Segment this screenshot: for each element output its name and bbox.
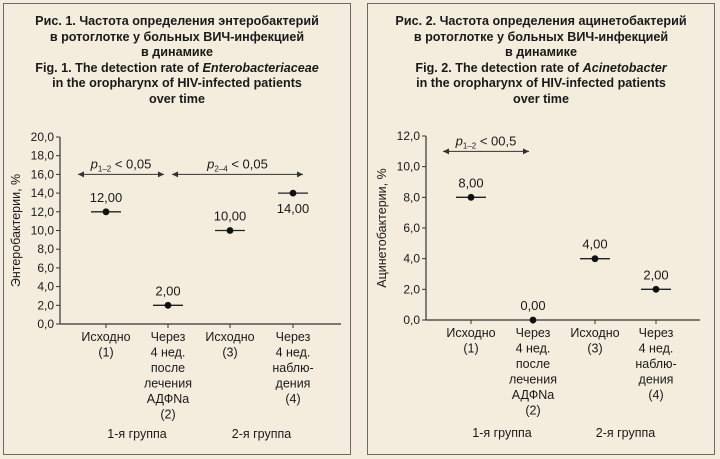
title-en-line: in the oropharynx of HIV-infected patien…	[52, 76, 302, 90]
title-en-italic: Acinetobacter	[582, 60, 667, 75]
category-label: Исходно	[81, 330, 130, 344]
group-label: 2-я группа	[232, 427, 292, 441]
y-tick-label: 16,0	[31, 167, 55, 181]
group-label: 2-я группа	[596, 426, 656, 440]
title-en-line: over time	[149, 91, 205, 106]
category-label: (1)	[463, 342, 478, 356]
y-tick-label: 10,0	[397, 160, 421, 174]
data-label: 12,00	[90, 190, 123, 205]
category-label: дения	[276, 377, 311, 391]
category-label: Через	[276, 330, 311, 344]
title-en-line: in the oropharynx of HIV-infected patien…	[416, 76, 666, 90]
category-label: (2)	[525, 404, 540, 418]
y-axis-label: Энтеробактерии, %	[9, 174, 23, 287]
figure-2-title: Рис. 2. Частота определения ацинетобакте…	[368, 14, 714, 107]
category-label: АДФNa	[512, 388, 554, 402]
category-label: Исходно	[446, 326, 495, 340]
y-tick-label: 0,0	[403, 313, 420, 327]
category-label: 4 нед.	[516, 342, 551, 356]
category-label: Исходно	[205, 330, 254, 344]
group-label: 1-я группа	[472, 426, 532, 440]
category-label: (4)	[285, 392, 300, 406]
category-label: (1)	[98, 346, 113, 360]
data-point	[289, 189, 297, 197]
y-tick-label: 4,0	[403, 252, 420, 266]
title-ru-line: Рис. 1. Частота определения энтеробактер…	[35, 14, 319, 28]
y-tick-label: 8,0	[403, 190, 420, 204]
category-label: (4)	[648, 388, 663, 402]
y-tick-label: 2,0	[403, 282, 420, 296]
category-label: 4 нед.	[151, 346, 186, 360]
category-label: наблю-	[635, 357, 676, 371]
category-label: (3)	[587, 342, 602, 356]
y-tick-label: 4,0	[37, 280, 54, 294]
y-tick-label: 2,0	[37, 298, 54, 312]
chart-1-plot: 0,0 2,0 4,0 6,0 8,0 10,0 12,0 14,0 16,0 18,0 20,0 Э…	[9, 130, 341, 441]
data-label: 14,00	[277, 201, 310, 216]
data-label: 0,00	[520, 298, 545, 313]
y-tick-label: 20,0	[31, 130, 55, 144]
category-label: Исходно	[570, 326, 619, 340]
y-tick-label: 6,0	[403, 221, 420, 235]
title-en-italic: Enterobacteriaceae	[202, 60, 319, 75]
figure-2-panel: Рис. 2. Частота определения ацинетобакте…	[367, 3, 715, 455]
y-tick-label: 18,0	[31, 149, 55, 163]
p-value-annotation: p1–2 < 0,05	[90, 156, 152, 173]
data-point	[226, 227, 234, 234]
figure-1-panel: Рис. 1. Частота определения энтеробактер…	[3, 3, 351, 455]
category-label: лечения	[509, 373, 557, 387]
data-point	[591, 255, 599, 263]
category-label: (2)	[160, 408, 175, 422]
title-en-line: Fig. 2. The detection rate of Acinetobac…	[368, 61, 714, 77]
data-point	[652, 285, 660, 293]
y-axis-label: Ацинетобактерии, %	[375, 168, 389, 287]
category-label: Через	[151, 330, 186, 344]
data-point	[102, 208, 110, 216]
category-label: АДФNa	[147, 392, 189, 406]
category-label: 4 нед.	[276, 346, 311, 360]
title-en-line: Fig. 1. The detection rate of Enterobact…	[4, 61, 350, 77]
figure-1-title: Рис. 1. Частота определения энтеробактер…	[4, 14, 350, 107]
category-label: после	[151, 361, 185, 375]
chart-2-plot: 0,0 2,0 4,0 6,0 8,0 10,0 12,0 Ацинетобактерии, …	[375, 129, 700, 440]
category-label: дения	[639, 373, 674, 387]
p-value-annotation: p2–4 < 0,05	[206, 156, 268, 173]
data-label: 2,00	[155, 283, 180, 298]
category-label: наблю-	[272, 361, 313, 375]
data-point	[529, 316, 537, 324]
data-point	[164, 301, 172, 309]
p-value-annotation: p1–2 < 00,5	[455, 133, 517, 150]
title-en-line: over time	[513, 91, 569, 106]
category-label: 4 нед.	[639, 342, 674, 356]
data-label: 2,00	[643, 267, 668, 282]
title-ru-line: в динамике	[505, 45, 577, 59]
category-label: (3)	[222, 346, 237, 360]
data-label: 10,00	[214, 209, 247, 224]
y-tick-label: 8,0	[37, 242, 54, 256]
title-ru-line: Рис. 2. Частота определения ацинетобакте…	[395, 14, 687, 28]
data-point	[467, 193, 475, 201]
title-en-prefix: Fig. 1. The detection rate of	[35, 60, 203, 75]
title-ru-line: в динамике	[141, 45, 213, 59]
data-label: 4,00	[582, 237, 607, 252]
title-ru-line: в ротоглотке у больных ВИЧ-инфекцией	[413, 29, 669, 44]
y-tick-label: 10,0	[31, 224, 55, 238]
category-label: после	[516, 357, 550, 371]
y-tick-label: 6,0	[37, 261, 54, 275]
data-label: 8,00	[458, 175, 483, 190]
category-label: лечения	[144, 377, 192, 391]
y-tick-label: 12,0	[31, 205, 55, 219]
category-label: Через	[516, 326, 551, 340]
y-tick-label: 12,0	[397, 129, 421, 143]
y-tick-label: 14,0	[31, 186, 55, 200]
title-en-prefix: Fig. 2. The detection rate of	[415, 60, 583, 75]
group-label: 1-я группа	[107, 427, 167, 441]
category-label: Через	[639, 326, 674, 340]
y-tick-label: 0,0	[37, 317, 54, 331]
title-ru-line: в ротоглотке у больных ВИЧ-инфекцией	[49, 29, 305, 44]
